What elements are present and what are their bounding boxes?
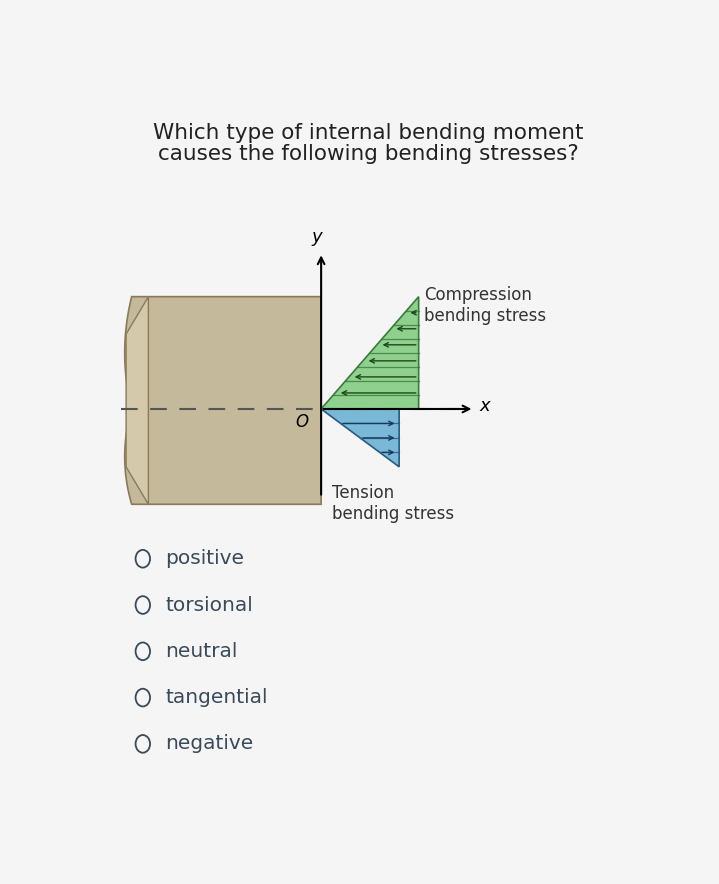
Text: positive: positive (165, 549, 244, 568)
Polygon shape (126, 297, 148, 504)
Text: O: O (296, 413, 309, 431)
Text: causes the following bending stresses?: causes the following bending stresses? (158, 143, 579, 164)
Polygon shape (321, 409, 399, 467)
Text: negative: negative (165, 735, 253, 753)
Text: torsional: torsional (165, 596, 253, 614)
Text: Compression
bending stress: Compression bending stress (424, 286, 546, 325)
Text: x: x (480, 397, 490, 415)
Text: Which type of internal bending moment: Which type of internal bending moment (153, 123, 584, 143)
Text: tangential: tangential (165, 688, 267, 707)
Text: Tension
bending stress: Tension bending stress (332, 484, 454, 522)
Text: y: y (311, 227, 322, 246)
Polygon shape (321, 297, 418, 409)
Polygon shape (124, 297, 321, 504)
Text: neutral: neutral (165, 642, 237, 661)
